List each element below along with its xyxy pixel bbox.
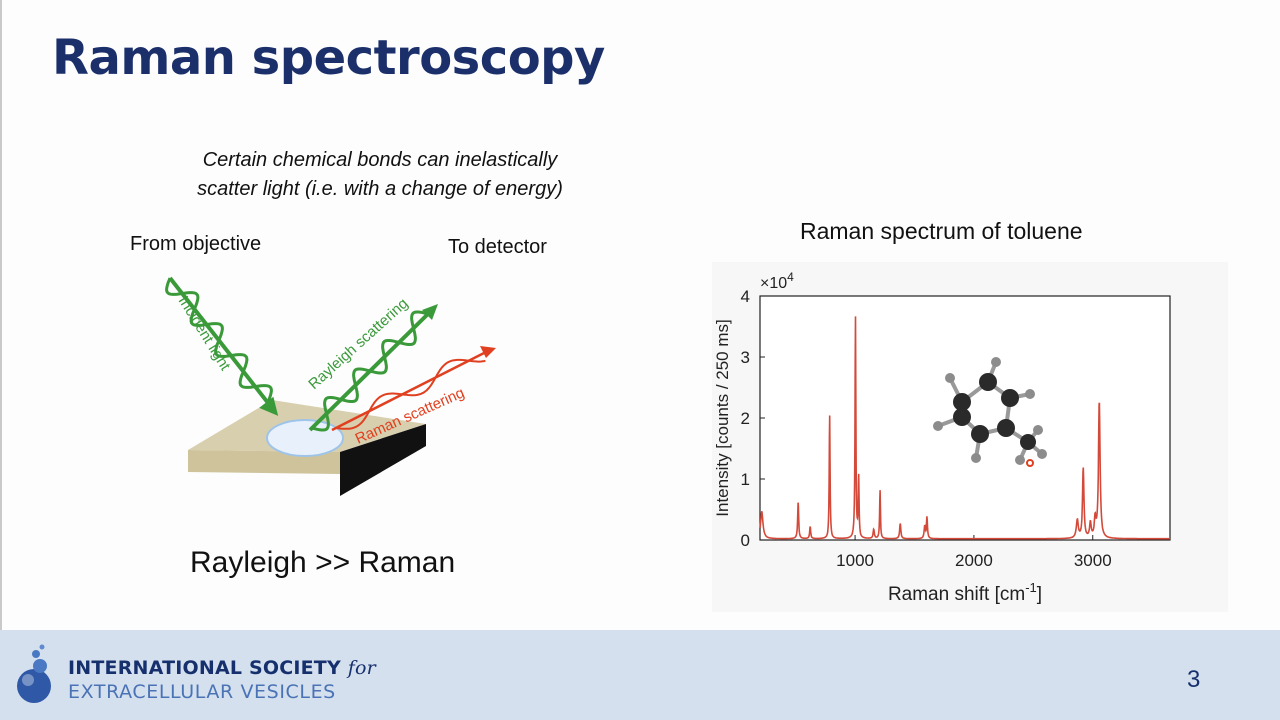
- spectrum-series-line: [759, 316, 1170, 540]
- x-axis-label: Raman shift [cm-1]: [888, 580, 1042, 605]
- subtitle-line-2: scatter light (i.e. with a change of ene…: [197, 178, 563, 200]
- scattering-diagram: Incident light Rayleigh scattering Raman…: [165, 276, 496, 496]
- page-number: 3: [1187, 666, 1201, 693]
- subtitle-line-1: Certain chemical bonds can inelastically: [202, 149, 558, 171]
- isev-logo-icon: [17, 644, 51, 703]
- toluene-molecule-icon: [933, 357, 1047, 467]
- slide-subtitle: Certain chemical bonds can inelastically…: [130, 146, 630, 204]
- y-tick-label: 4: [741, 287, 750, 306]
- footer-bar: INTERNATIONAL SOCIETY for EXTRACELLULAR …: [0, 630, 1280, 720]
- org-name-for: for: [347, 657, 376, 679]
- rayleigh-wave: [311, 310, 429, 432]
- from-objective-label: From objective: [130, 233, 262, 255]
- x-axis: 1000 2000 3000: [836, 535, 1112, 570]
- x-tick-label: 3000: [1074, 551, 1112, 570]
- incident-arrowhead: [259, 396, 279, 416]
- x-tick-label: 1000: [836, 551, 874, 570]
- slide-title: Raman spectroscopy: [52, 30, 605, 86]
- incident-light-wave: [165, 277, 273, 403]
- cursor-marker: [1026, 459, 1034, 467]
- raman-arrow: [331, 350, 487, 432]
- raman-spectrum-chart: 0 1 2 3 4 1000 2000 3000 ×104 Intensity [count…: [712, 262, 1228, 612]
- org-name-line-1: INTERNATIONAL SOCIETY for: [68, 657, 376, 679]
- org-name-primary: INTERNATIONAL SOCIETY: [68, 657, 341, 679]
- raman-arrowhead: [480, 346, 496, 358]
- y-tick-label: 2: [741, 409, 750, 428]
- org-name-line-2: EXTRACELLULAR VESICLES: [68, 681, 336, 703]
- sample-side: [340, 424, 426, 496]
- rayleigh-arrowhead: [422, 304, 438, 320]
- sample-spot: [266, 419, 344, 457]
- rayleigh-raman-relation: Rayleigh >> Raman: [190, 546, 456, 579]
- y-tick-label: 1: [741, 470, 750, 489]
- y-tick-label: 0: [741, 531, 750, 550]
- y-tick-label: 3: [741, 348, 750, 367]
- to-detector-label: To detector: [448, 236, 547, 258]
- slide-edge: [0, 0, 2, 630]
- y-axis: 0 1 2 3 4: [741, 287, 765, 550]
- incident-light-label: Incident light: [175, 293, 234, 374]
- raman-wave: [335, 358, 486, 430]
- y-axis-label: Intensity [counts / 250 ms]: [713, 319, 732, 516]
- x-tick-label: 2000: [955, 551, 993, 570]
- chart-title: Raman spectrum of toluene: [800, 218, 1083, 244]
- y-multiplier: ×104: [760, 270, 794, 292]
